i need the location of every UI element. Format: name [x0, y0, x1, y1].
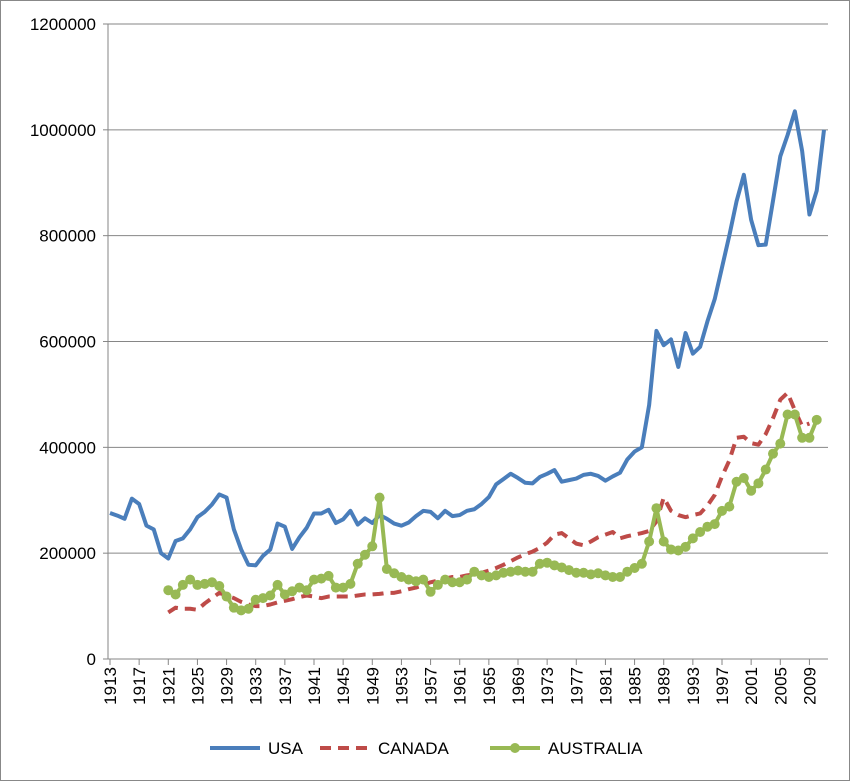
data-point	[418, 574, 429, 585]
x-tick-label: 1973	[538, 667, 557, 705]
data-point	[520, 566, 531, 577]
data-point	[330, 582, 341, 593]
data-point	[432, 579, 443, 590]
data-point	[374, 492, 385, 503]
y-tick-label: 800000	[39, 227, 96, 246]
data-point	[797, 432, 808, 443]
legend-label: USA	[268, 739, 304, 758]
data-point	[527, 566, 538, 577]
data-point	[760, 464, 771, 475]
data-point	[789, 409, 800, 420]
data-point	[462, 574, 472, 585]
data-point	[629, 562, 640, 573]
data-point	[352, 558, 363, 569]
data-point	[724, 501, 735, 512]
series-line	[109, 109, 826, 568]
data-point	[607, 571, 618, 582]
data-point	[753, 478, 764, 489]
x-tick-label: 1953	[392, 667, 411, 705]
data-point	[768, 448, 778, 459]
x-tick-label: 1945	[334, 667, 353, 705]
data-point	[177, 579, 188, 590]
data-point	[651, 503, 662, 514]
data-point	[345, 578, 356, 589]
data-point	[775, 438, 786, 449]
data-point	[265, 590, 276, 601]
x-tick-label: 2005	[771, 667, 790, 705]
data-point	[738, 473, 749, 484]
data-point	[695, 527, 706, 537]
x-tick-label: 1937	[276, 667, 295, 705]
data-point	[170, 589, 181, 600]
data-point	[425, 586, 436, 597]
x-tick-label: 1985	[626, 667, 645, 705]
y-tick-label: 1200000	[30, 15, 96, 34]
x-tick-label: 1977	[567, 667, 586, 705]
x-tick-label: 1929	[218, 667, 237, 705]
x-tick-label: 1913	[101, 667, 120, 705]
data-point	[301, 585, 312, 596]
data-point	[447, 577, 458, 588]
legend-label: AUSTRALIA	[548, 739, 643, 758]
data-point	[717, 505, 727, 516]
data-point	[811, 414, 822, 425]
x-tick-label: 1933	[247, 667, 266, 705]
data-point	[360, 549, 370, 560]
data-point	[680, 541, 691, 552]
x-tick-label: 1921	[159, 667, 178, 705]
x-tick-label: 1981	[596, 667, 615, 705]
data-point	[658, 536, 669, 547]
data-point	[272, 579, 283, 590]
data-point	[571, 567, 582, 578]
x-tick-label: 1949	[363, 667, 382, 705]
x-tick-label: 1961	[451, 667, 470, 705]
data-point	[746, 485, 757, 496]
x-tick-label: 1993	[684, 667, 703, 705]
y-tick-label: 600000	[39, 333, 96, 352]
x-tick-label: 1941	[305, 667, 324, 705]
data-point	[782, 409, 793, 420]
data-point	[243, 603, 254, 614]
data-point	[323, 570, 334, 581]
data-point	[709, 519, 720, 530]
data-point	[687, 533, 698, 544]
x-tick-label: 2001	[742, 667, 761, 705]
data-point	[221, 591, 232, 602]
data-point	[163, 585, 174, 596]
y-tick-label: 0	[87, 650, 96, 669]
x-tick-label: 1997	[713, 667, 732, 705]
x-tick-label: 1969	[509, 667, 528, 705]
data-point	[615, 571, 625, 582]
data-point	[381, 564, 392, 575]
y-tick-label: 200000	[39, 544, 96, 563]
legend-label: CANADA	[378, 739, 450, 758]
data-point	[185, 574, 196, 585]
x-tick-label: 1957	[422, 667, 441, 705]
data-point	[644, 536, 655, 547]
x-tick-label: 1965	[480, 667, 499, 705]
legend-marker	[510, 743, 520, 753]
x-tick-label: 2009	[800, 667, 819, 705]
y-tick-label: 1000000	[30, 121, 96, 140]
data-point	[214, 580, 225, 591]
data-point	[367, 541, 378, 552]
data-point	[636, 558, 647, 569]
data-point	[804, 432, 815, 443]
series-line	[167, 390, 811, 615]
x-tick-label: 1989	[655, 667, 674, 705]
x-tick-label: 1917	[130, 667, 149, 705]
x-tick-label: 1925	[188, 667, 207, 705]
y-tick-label: 400000	[39, 438, 96, 457]
